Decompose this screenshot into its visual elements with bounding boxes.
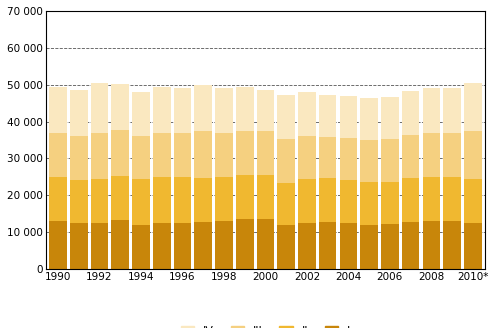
- Bar: [464, 131, 482, 179]
- Bar: [194, 132, 212, 177]
- Bar: [132, 92, 150, 136]
- Bar: [173, 133, 191, 177]
- Bar: [194, 222, 212, 269]
- Bar: [256, 219, 274, 269]
- Bar: [339, 138, 357, 180]
- Bar: [277, 94, 295, 139]
- Bar: [422, 88, 440, 133]
- Bar: [360, 97, 378, 140]
- Bar: [111, 130, 129, 176]
- Bar: [464, 83, 482, 131]
- Bar: [70, 223, 87, 269]
- Bar: [111, 176, 129, 220]
- Bar: [153, 133, 170, 177]
- Bar: [132, 179, 150, 225]
- Bar: [91, 223, 108, 269]
- Bar: [194, 177, 212, 222]
- Bar: [256, 131, 274, 175]
- Bar: [173, 177, 191, 223]
- Bar: [49, 87, 67, 133]
- Bar: [215, 88, 233, 133]
- Bar: [256, 175, 274, 219]
- Bar: [236, 131, 253, 175]
- Bar: [236, 219, 253, 269]
- Bar: [422, 221, 440, 269]
- Bar: [360, 225, 378, 269]
- Bar: [153, 87, 170, 133]
- Bar: [236, 87, 253, 131]
- Bar: [339, 96, 357, 138]
- Bar: [70, 180, 87, 223]
- Bar: [277, 183, 295, 225]
- Legend: IV, III, II, I: IV, III, II, I: [176, 321, 354, 328]
- Bar: [49, 177, 67, 221]
- Bar: [422, 133, 440, 177]
- Bar: [70, 136, 87, 180]
- Bar: [298, 179, 316, 223]
- Bar: [402, 222, 419, 269]
- Bar: [464, 179, 482, 223]
- Bar: [215, 221, 233, 269]
- Bar: [422, 177, 440, 221]
- Bar: [132, 136, 150, 179]
- Bar: [111, 220, 129, 269]
- Bar: [70, 90, 87, 136]
- Bar: [381, 97, 399, 139]
- Bar: [153, 223, 170, 269]
- Bar: [443, 177, 461, 221]
- Bar: [173, 223, 191, 269]
- Bar: [215, 133, 233, 177]
- Bar: [402, 91, 419, 135]
- Bar: [277, 225, 295, 269]
- Bar: [111, 84, 129, 130]
- Bar: [319, 94, 336, 137]
- Bar: [360, 140, 378, 182]
- Bar: [298, 136, 316, 179]
- Bar: [298, 92, 316, 136]
- Bar: [215, 177, 233, 221]
- Bar: [49, 221, 67, 269]
- Bar: [132, 225, 150, 269]
- Bar: [319, 137, 336, 177]
- Bar: [443, 88, 461, 133]
- Bar: [91, 179, 108, 223]
- Bar: [91, 83, 108, 133]
- Bar: [464, 223, 482, 269]
- Bar: [339, 223, 357, 269]
- Bar: [402, 177, 419, 222]
- Bar: [402, 135, 419, 177]
- Bar: [319, 222, 336, 269]
- Bar: [194, 85, 212, 132]
- Bar: [360, 182, 378, 225]
- Bar: [153, 177, 170, 223]
- Bar: [49, 133, 67, 177]
- Bar: [319, 177, 336, 222]
- Bar: [443, 133, 461, 177]
- Bar: [339, 180, 357, 223]
- Bar: [298, 223, 316, 269]
- Bar: [277, 139, 295, 183]
- Bar: [236, 175, 253, 219]
- Bar: [256, 90, 274, 131]
- Bar: [443, 221, 461, 269]
- Bar: [381, 224, 399, 269]
- Bar: [91, 133, 108, 179]
- Bar: [173, 88, 191, 133]
- Bar: [381, 139, 399, 182]
- Bar: [381, 182, 399, 224]
